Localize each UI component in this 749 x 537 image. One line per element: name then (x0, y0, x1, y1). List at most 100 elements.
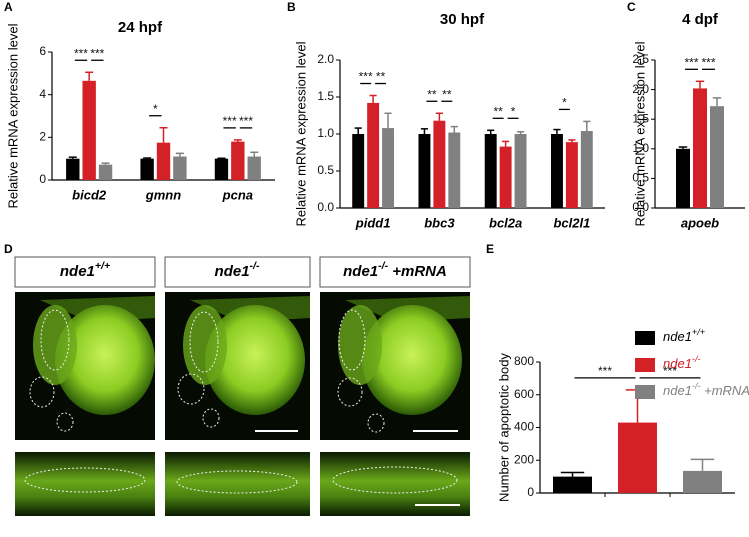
x-tick-label: pcna (222, 187, 253, 202)
legend-swatch (635, 385, 655, 399)
y-axis-label: Relative mRNA expression level (293, 41, 308, 226)
label-box (164, 256, 311, 288)
bar (553, 476, 592, 493)
y-tick-label: 2 (39, 130, 46, 144)
image-label: nde1-/- (215, 260, 260, 280)
bar (514, 134, 527, 208)
x-tick-label: pidd1 (355, 215, 391, 230)
y-tick-label: 1.5 (317, 89, 334, 103)
significance-label: * (562, 96, 567, 110)
legend-swatch (635, 331, 655, 345)
bar (550, 134, 563, 208)
legend-label: nde1-/- +mRNA (663, 381, 749, 398)
significance-label: *** (223, 114, 237, 128)
micrograph (320, 452, 470, 516)
significance-label: * (153, 102, 158, 116)
bar (565, 142, 578, 208)
legend-label: nde1-/- (663, 354, 701, 371)
significance-label: ** (442, 87, 452, 101)
significance-label: *** (684, 55, 698, 69)
chart-title: 30 hpf (440, 11, 485, 28)
bar (352, 134, 365, 208)
x-tick-label: bcl2a (489, 215, 522, 230)
image-label: nde1+/+ (60, 260, 110, 280)
bar (433, 120, 446, 208)
y-tick-label: 1.0 (632, 141, 649, 155)
panel-letter: E (486, 242, 494, 256)
significance-label: *** (701, 55, 715, 69)
bar (367, 102, 380, 208)
y-tick-label: 0 (39, 172, 46, 186)
y-tick-label: 0 (527, 485, 534, 499)
y-tick-label: 0.5 (632, 171, 649, 185)
micrograph (15, 452, 155, 516)
y-tick-label: 2.0 (317, 52, 334, 66)
chart-title: 24 hpf (118, 19, 163, 36)
bar (82, 80, 96, 180)
chart-title: 4 dpf (682, 11, 719, 28)
bar (382, 128, 395, 208)
y-tick-label: 600 (514, 387, 534, 401)
bar (676, 148, 690, 208)
micrograph (165, 292, 310, 440)
bar (156, 142, 171, 180)
bar (140, 158, 154, 180)
y-tick-label: 2.0 (632, 82, 649, 96)
y-axis-label: Relative mRNA expression level (632, 41, 647, 226)
x-tick-label: bcl2l1 (553, 215, 590, 230)
label-box (319, 256, 471, 288)
bar (214, 158, 229, 180)
x-tick-label: bbc3 (424, 215, 455, 230)
bar (710, 106, 724, 208)
significance-label: *** (598, 364, 612, 378)
legend-label: nde1+/+ (663, 327, 705, 344)
significance-label: *** (663, 364, 677, 378)
y-tick-label: 0.0 (632, 200, 649, 214)
significance-label: * (511, 104, 516, 118)
significance-label: *** (239, 114, 253, 128)
y-axis-label: Relative mRNA expression level (5, 23, 20, 208)
bar (618, 422, 657, 493)
significance-label: ** (493, 104, 503, 118)
bar (693, 88, 707, 208)
bar (66, 158, 80, 180)
bar (683, 470, 722, 493)
x-tick-label: gmnn (145, 187, 181, 202)
bar (499, 146, 512, 208)
micrograph (320, 292, 470, 440)
significance-label: *** (74, 46, 88, 60)
significance-label: ** (376, 70, 386, 84)
bar (231, 141, 245, 180)
significance-label: ** (427, 87, 437, 101)
label-box (14, 256, 156, 288)
panel-letter: A (4, 0, 13, 14)
bar (418, 134, 431, 208)
y-tick-label: 1.0 (317, 126, 334, 140)
x-tick-label: bicd2 (72, 187, 107, 202)
image-panel: nde1+/+ nde1-/- nde1-/- +mRNA (14, 256, 471, 516)
bar (448, 132, 461, 208)
y-tick-label: 4 (39, 87, 46, 101)
y-tick-label: 0.5 (317, 163, 334, 177)
y-tick-label: 2.5 (632, 52, 649, 66)
y-tick-label: 6 (39, 44, 46, 58)
bar (580, 131, 593, 208)
image-label: nde1-/- +mRNA (343, 260, 447, 280)
y-tick-label: 0.0 (317, 200, 334, 214)
bar (247, 156, 261, 180)
micrograph (15, 292, 155, 440)
y-tick-label: 800 (514, 354, 534, 368)
legend-swatch (635, 358, 655, 372)
y-tick-label: 400 (514, 420, 534, 434)
bar (98, 164, 113, 180)
panel-letter: D (4, 242, 13, 256)
significance-label: *** (359, 70, 373, 84)
panel-letter: B (287, 0, 296, 14)
y-tick-label: 1.5 (632, 111, 649, 125)
y-axis-label: Number of apoptotic body (496, 353, 511, 502)
y-tick-label: 200 (514, 452, 534, 466)
panel-letter: C (627, 0, 636, 14)
significance-label: *** (90, 46, 104, 60)
bar (484, 134, 497, 208)
